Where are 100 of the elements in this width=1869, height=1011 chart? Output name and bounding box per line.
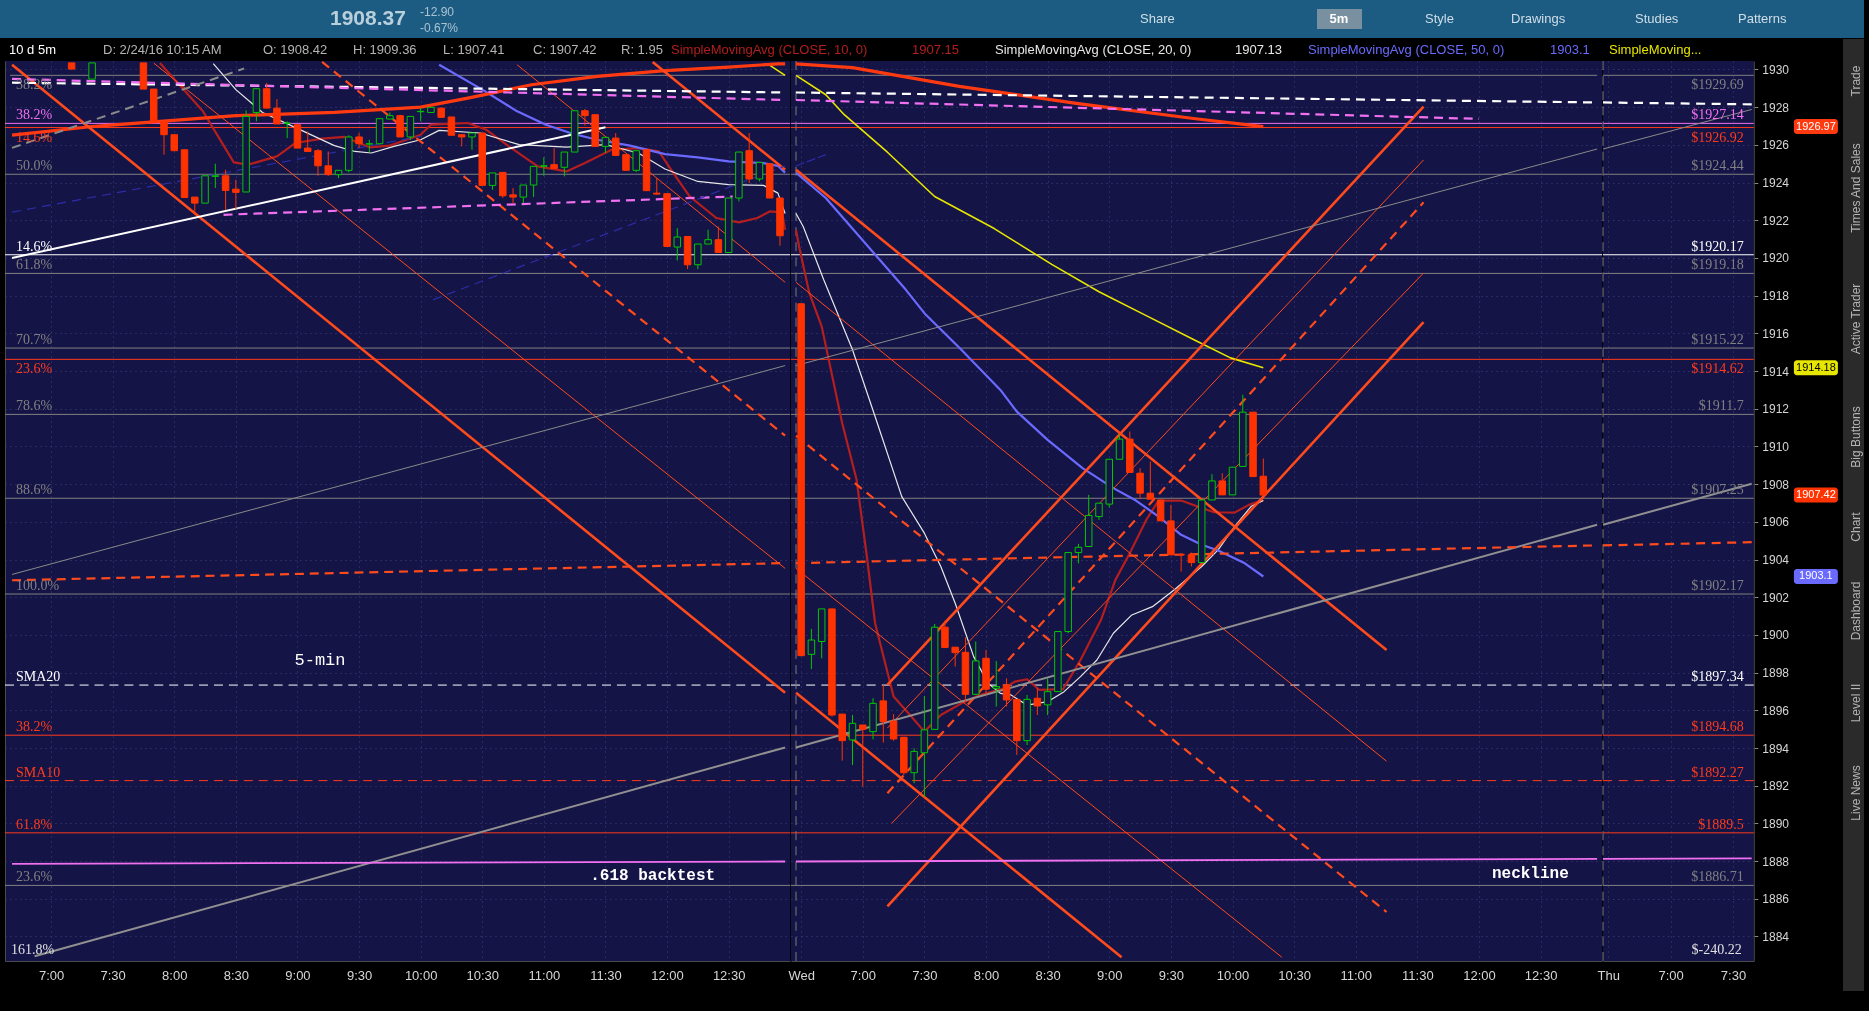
text: 1907.42	[1796, 488, 1836, 501]
ref-line-label: $1915.22	[1691, 332, 1744, 348]
x-tick-label: 7:30	[100, 967, 126, 983]
x-tick-label: 11:00	[528, 967, 561, 983]
annotation: 161.8%	[11, 942, 55, 957]
text: 1907.15	[912, 42, 959, 57]
text: R: 1.95	[621, 42, 663, 57]
y-tick-label: 1884	[1762, 930, 1790, 944]
y-tick-label: 1912	[1762, 402, 1790, 417]
ref-line-label: $1927.14	[1691, 107, 1744, 123]
text: Level II	[1849, 683, 1863, 723]
x-tick-label: 8:00	[973, 967, 1000, 983]
annotation: 38.2%	[16, 107, 53, 123]
y-tick-label: 1906	[1762, 515, 1790, 530]
x-tick-label: 12:00	[651, 967, 684, 983]
text: Chart	[1849, 511, 1863, 542]
text: SimpleMoving...	[1609, 42, 1702, 57]
text: SimpleMovingAvg (CLOSE, 20, 0)	[995, 42, 1192, 57]
ref-line-label: $1897.34	[1691, 669, 1744, 685]
text: SimpleMovingAvg (CLOSE, 10, 0)	[671, 42, 868, 57]
ref-line-label: $1924.44	[1691, 158, 1744, 174]
y-tick-label: 1910	[1762, 439, 1790, 454]
text: Dashboard	[1849, 581, 1863, 641]
text: -0.67%	[420, 21, 459, 35]
text: L: 1907.41	[443, 42, 505, 57]
ref-line-label: $1889.5	[1698, 816, 1744, 832]
ref-line-label: $1894.68	[1691, 719, 1744, 735]
y-tick-label: 1892	[1762, 779, 1790, 794]
ref-line-label: $1892.27	[1691, 764, 1744, 780]
text: 1908.37	[330, 6, 406, 29]
text: C: 1907.42	[533, 42, 597, 57]
annotation: 14.6%	[16, 238, 53, 254]
annotation: 88.6%	[16, 482, 53, 498]
text: Big Buttons	[1849, 406, 1863, 468]
annotation: 5-min	[294, 651, 346, 670]
x-tick-label: 9:00	[1097, 967, 1123, 983]
y-tick-label: 1902	[1762, 590, 1790, 605]
y-tick-label: 1920	[1762, 251, 1790, 266]
text: H: 1909.36	[353, 42, 417, 57]
x-tick-label: 10:00	[404, 967, 438, 983]
y-tick-label: 1926	[1762, 138, 1790, 153]
ref-line-label: $1919.18	[1691, 257, 1744, 273]
x-tick-label: 7:30	[1720, 967, 1747, 983]
y-tick-label: 1898	[1762, 666, 1790, 681]
x-tick-label: 9:00	[285, 967, 311, 983]
ref-line-label: $1920.17	[1691, 238, 1744, 254]
x-tick-label: 7:30	[912, 967, 938, 983]
text: Live News	[1849, 765, 1863, 821]
x-tick-label: 12:30	[712, 967, 746, 983]
text: Studies	[1635, 11, 1679, 26]
x-tick-label: Wed	[788, 967, 815, 983]
y-tick-label: 1914	[1762, 364, 1790, 379]
y-tick-label: 1890	[1762, 816, 1790, 831]
x-tick-label: 11:00	[1340, 967, 1373, 983]
text: O: 1908.42	[263, 42, 328, 57]
annotation: 61.8%	[16, 816, 53, 832]
ref-line-label: $1926.92	[1691, 129, 1744, 145]
y-tick-label: 1886	[1762, 892, 1790, 907]
ref-line-label: $1929.69	[1691, 77, 1744, 93]
text: D: 2/24/16 10:15 AM	[103, 42, 222, 57]
y-tick-label: 1918	[1762, 289, 1790, 304]
y-tick-label: 1930	[1762, 62, 1790, 77]
text: 1903.1	[1799, 569, 1833, 582]
text: Times And Sales	[1849, 143, 1863, 233]
y-tick-label: 1888	[1762, 854, 1790, 869]
text: 1907.13	[1235, 42, 1282, 57]
annotation: 70.7%	[16, 332, 53, 348]
x-tick-label: 11:30	[590, 967, 622, 983]
text: Share	[1140, 11, 1175, 26]
annotation: 23.6%	[16, 361, 53, 377]
x-tick-label: 8:30	[1035, 967, 1061, 983]
text: Style	[1425, 11, 1454, 26]
y-tick-label: 1908	[1762, 477, 1790, 492]
x-tick-label: 10:30	[466, 967, 500, 983]
x-tick-label: 9:30	[1158, 967, 1185, 983]
x-tick-label: 7:00	[850, 967, 876, 983]
x-tick-label: 11:30	[1402, 967, 1434, 983]
text: SimpleMovingAvg (CLOSE, 50, 0)	[1308, 42, 1505, 57]
text: 1903.1	[1550, 42, 1590, 57]
annotation: 61.8%	[16, 257, 53, 273]
ref-line-label: $1914.62	[1691, 361, 1744, 377]
y-tick-label: 1928	[1762, 100, 1790, 115]
y-tick-label: 1924	[1762, 176, 1790, 191]
x-tick-label: Thu	[1597, 967, 1620, 983]
y-tick-label: 1922	[1762, 213, 1790, 228]
text: 1914.18	[1796, 360, 1836, 373]
annotation: SMA20	[16, 669, 61, 685]
text: Patterns	[1738, 11, 1787, 26]
annotation: neckline	[1491, 865, 1569, 884]
text: 10 d 5m	[9, 42, 56, 57]
annotation: 50.0%	[16, 158, 53, 174]
text: 5m	[1329, 11, 1349, 26]
text: -12.90	[420, 5, 455, 19]
x-tick-label: 10:30	[1278, 967, 1311, 983]
annotation: 38.2%	[16, 719, 53, 735]
annotation: 23.6%	[16, 869, 53, 885]
x-tick-label: 8:30	[223, 967, 250, 983]
annotation: 78.6%	[16, 398, 53, 414]
x-tick-label: 9:30	[346, 967, 373, 983]
x-tick-label: 7:00	[1658, 967, 1684, 983]
